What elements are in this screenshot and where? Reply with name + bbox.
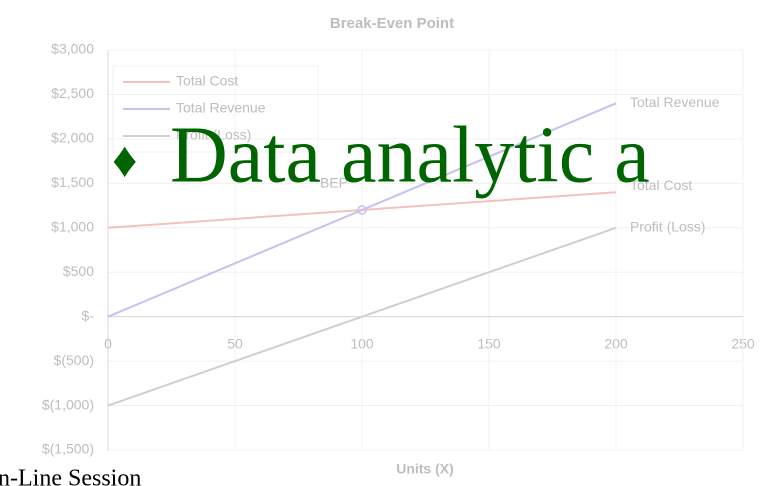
legend-label: Total Cost bbox=[176, 73, 238, 89]
chart-title: Break-Even Point bbox=[330, 15, 454, 32]
y-tick-label: $(1,000) bbox=[42, 396, 94, 412]
series-line bbox=[107, 226, 617, 407]
y-tick-label: $500 bbox=[63, 263, 94, 279]
footer-text: n-Line Session bbox=[0, 466, 141, 486]
annotation: BEP bbox=[320, 175, 348, 191]
x-axis-label: Units (X) bbox=[396, 461, 454, 477]
y-tick-label: $2,500 bbox=[51, 85, 94, 101]
y-tick-label: $(500) bbox=[54, 352, 94, 368]
series-end-label: Total Revenue bbox=[630, 94, 720, 110]
overlay-title: Data analytic a bbox=[170, 111, 650, 199]
series-end-label: Profit (Loss) bbox=[630, 218, 705, 234]
y-tick-label: $1,000 bbox=[51, 218, 94, 234]
y-tick-label: $1,500 bbox=[51, 174, 94, 190]
legend-label: Profit (Loss) bbox=[176, 127, 251, 143]
bep-marker bbox=[357, 205, 367, 215]
y-tick-label: $(1,500) bbox=[42, 441, 94, 457]
plot: $(1,500) $(1,000) $(500) $- $500 $1,000 $1,500… bbox=[42, 41, 755, 457]
series-line bbox=[107, 102, 617, 318]
y-tick-label: $- bbox=[82, 307, 95, 323]
legend-box bbox=[112, 65, 319, 153]
y-tick-label: $3,000 bbox=[51, 41, 94, 57]
series-end-label: Total Cost bbox=[630, 177, 692, 193]
bullet: ♦ bbox=[112, 131, 138, 187]
y-tick-label: $2,000 bbox=[51, 130, 94, 146]
legend-label: Total Revenue bbox=[176, 100, 266, 116]
